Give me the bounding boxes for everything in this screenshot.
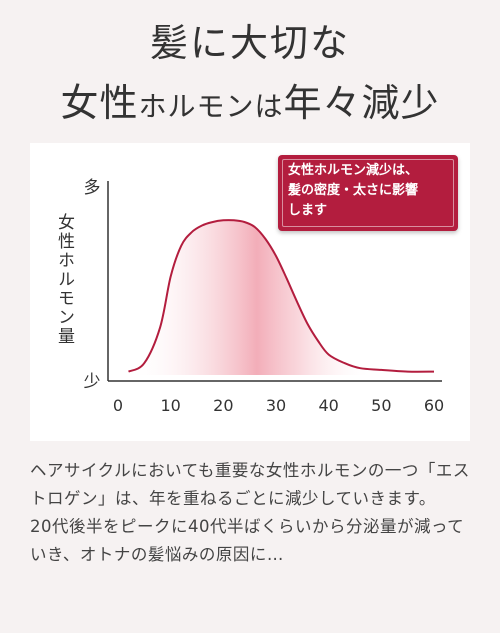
heading-line2-c: は bbox=[254, 90, 284, 123]
callout-line1: 女性ホルモン減少は、 bbox=[288, 163, 419, 178]
series-line bbox=[128, 219, 435, 373]
x-tick-label: 0 bbox=[113, 396, 123, 415]
heading-line2-b: ホルモン bbox=[138, 90, 255, 123]
description-para2: 20代後半をピークに40代半ばくらいから分泌量が減っていき、オトナの髪悩みの原因… bbox=[30, 517, 465, 564]
x-tick-label: 60 bbox=[424, 396, 444, 415]
x-tick-label: 30 bbox=[266, 396, 286, 415]
annotation-callout: 女性ホルモン減少は、 髪の密度・太さに影響 します bbox=[278, 155, 458, 231]
y-axis-label: 女性ホルモン量 bbox=[54, 213, 74, 346]
heading-line2-d: 年々減少 bbox=[283, 81, 440, 125]
y-tick-label: 少 bbox=[84, 372, 101, 392]
x-tick-label: 40 bbox=[318, 396, 338, 415]
description: ヘアサイクルにおいても重要な女性ホルモンの一つ「エストロゲン」は、年を重ねるごと… bbox=[30, 457, 480, 569]
chart-area bbox=[128, 220, 434, 375]
description-para1: ヘアサイクルにおいても重要な女性ホルモンの一つ「エストロゲン」は、年を重ねるごと… bbox=[30, 461, 470, 508]
callout-line2: 髪の密度・太さに影響 bbox=[288, 183, 419, 198]
hormone-chart: 0 10 20 30 40 50 60 多少 女性ホルモン量 女性ホルモン減少は、 髪の密度… bbox=[30, 143, 470, 441]
x-tick-label: 10 bbox=[160, 396, 180, 415]
heading-line1: 髪に大切な bbox=[149, 21, 350, 65]
heading-line2-a: 女性 bbox=[60, 81, 139, 125]
callout-line3: します bbox=[288, 203, 328, 218]
x-tick-label: 20 bbox=[213, 396, 233, 415]
chart-svg: 0 10 20 30 40 50 60 多少 bbox=[84, 178, 445, 415]
x-tick-label: 50 bbox=[371, 396, 391, 415]
y-tick-label: 多 bbox=[84, 178, 101, 198]
heading-line2: 女性ホルモンは年々減少 bbox=[0, 72, 500, 127]
